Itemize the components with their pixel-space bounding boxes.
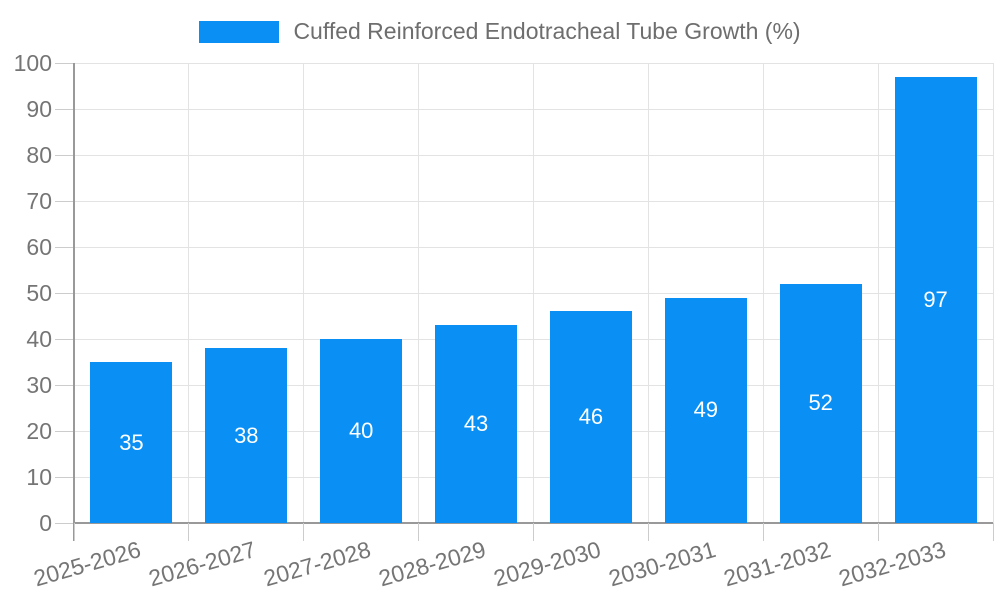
bar-value-label: 97	[923, 286, 948, 312]
x-tick-label: 2031-2032	[720, 536, 834, 592]
y-tick	[55, 292, 74, 294]
x-tick-label: 2032-2033	[835, 536, 949, 592]
x-tick	[188, 523, 190, 541]
bar[interactable]	[894, 76, 977, 523]
y-tick	[55, 154, 74, 156]
bar-value-label: 35	[119, 429, 144, 455]
y-tick-label: 40	[26, 326, 52, 352]
y-tick-label: 0	[39, 510, 52, 536]
legend-swatch	[199, 20, 280, 43]
x-tick-label: 2026-2027	[146, 536, 259, 592]
bar[interactable]	[90, 362, 173, 523]
y-tick-label: 50	[26, 280, 52, 306]
y-axis-line	[73, 63, 75, 541]
bar-value-label: 49	[693, 397, 719, 423]
v-gridline	[647, 63, 649, 523]
y-tick	[55, 384, 74, 386]
x-tick-label: 2027-2028	[260, 536, 374, 592]
bar-value-label: 52	[808, 390, 833, 416]
y-tick-label: 70	[26, 188, 52, 214]
y-tick	[55, 476, 74, 478]
x-tick	[877, 523, 879, 541]
x-tick-label: 2029-2030	[490, 536, 604, 592]
y-tick-label: 100	[13, 50, 52, 76]
bar[interactable]	[435, 325, 518, 523]
chart-legend[interactable]: Cuffed Reinforced Endotracheal Tube Grow…	[0, 18, 1000, 45]
v-gridline	[533, 63, 534, 523]
y-tick	[55, 338, 74, 340]
v-gridline	[418, 63, 420, 523]
y-tick-label: 90	[26, 96, 52, 122]
x-tick-label: 2028-2029	[375, 536, 489, 592]
bar-value-label: 43	[463, 411, 489, 437]
bar[interactable]	[320, 339, 403, 523]
x-tick	[418, 523, 420, 541]
v-gridline	[188, 63, 190, 523]
y-tick	[55, 200, 74, 202]
x-tick	[303, 523, 305, 541]
x-tick-label: 2025-2026	[31, 536, 145, 592]
y-tick	[55, 108, 74, 110]
y-tick	[55, 246, 74, 248]
x-tick-label: 2030-2031	[605, 536, 719, 592]
y-tick-label: 30	[26, 372, 52, 398]
bar[interactable]	[664, 297, 747, 523]
x-tick	[647, 523, 649, 541]
y-tick	[55, 430, 74, 432]
v-gridline	[303, 63, 305, 523]
y-tick-label: 10	[26, 464, 52, 490]
bar-value-label: 40	[348, 418, 374, 443]
x-tick	[533, 523, 534, 541]
y-tick-label: 20	[26, 418, 52, 444]
bar-value-label: 46	[578, 404, 604, 430]
x-tick	[992, 523, 994, 541]
x-tick	[73, 523, 75, 541]
bar[interactable]	[779, 283, 862, 523]
v-gridline	[762, 63, 764, 523]
y-tick-label: 60	[26, 234, 52, 260]
y-tick-label: 80	[26, 142, 52, 168]
bar[interactable]	[205, 348, 288, 523]
y-tick	[55, 522, 74, 524]
bar-value-label: 38	[234, 422, 259, 448]
y-tick	[55, 62, 74, 64]
v-gridline	[877, 63, 879, 523]
bar[interactable]	[549, 311, 632, 523]
v-gridline	[992, 63, 994, 523]
x-tick	[762, 523, 764, 541]
legend-label: Cuffed Reinforced Endotracheal Tube Grow…	[293, 18, 801, 44]
